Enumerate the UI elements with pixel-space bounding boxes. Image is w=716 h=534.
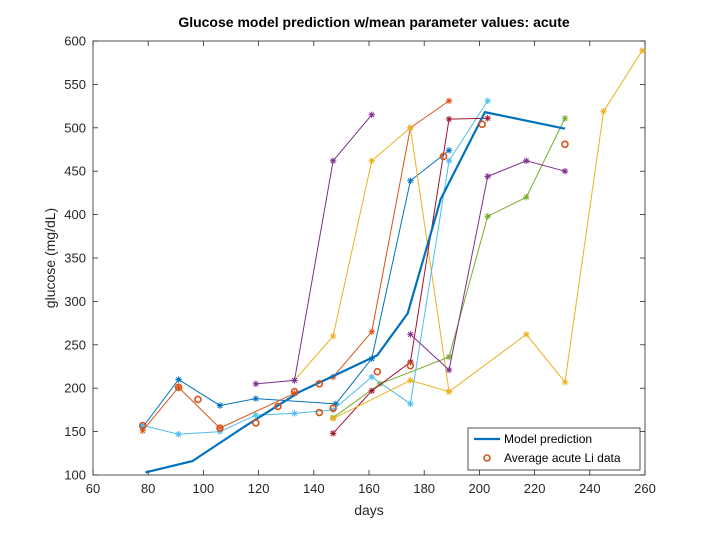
average-data-point (478, 120, 486, 129)
axes-box (92, 40, 646, 476)
individual-data-point (445, 366, 453, 374)
individual-data-point (216, 402, 224, 409)
individual-data-point (445, 353, 453, 361)
individual-data-point (291, 410, 298, 417)
individual-data-point (329, 430, 337, 437)
legend-average-label: Average acute Li data (504, 451, 621, 465)
x-tick-label: 240 (579, 481, 601, 496)
individual-data-point (291, 377, 298, 384)
individual-data-point (407, 177, 414, 184)
individual-data-point (484, 213, 491, 220)
average-data-point (274, 402, 282, 411)
average-data-point (194, 395, 202, 404)
individual-data-point (368, 111, 375, 118)
plot-area: 60 80 100 120 140 160 180 200 220 240 260 100 150 200… (64, 34, 656, 497)
individual-data-point (139, 422, 146, 429)
individual-series-line (142, 100, 489, 435)
individual-data-point (175, 384, 182, 391)
average-data-point (216, 424, 224, 432)
individual-data-point (445, 115, 453, 123)
average-data-point (315, 380, 324, 388)
individual-data-point (561, 378, 569, 386)
individual-data-point (368, 328, 375, 335)
x-tick-label: 260 (634, 481, 656, 496)
y-tick-label: 600 (64, 34, 86, 49)
individual-data-point (329, 157, 337, 164)
individual-data-point (175, 376, 182, 383)
average-data-point (252, 419, 260, 427)
individual-data-point (523, 331, 530, 338)
individual-data-point (368, 387, 375, 395)
y-tick-label: 400 (64, 207, 86, 222)
individual-data-point (407, 377, 414, 384)
individual-data-point (445, 97, 453, 105)
average-data-point (174, 383, 183, 392)
individual-data-point (252, 380, 260, 388)
legend: Model prediction Average acute Li data (467, 427, 641, 471)
individual-data-point (175, 431, 182, 438)
x-tick-label: 200 (469, 481, 491, 496)
y-tick-label: 200 (64, 381, 86, 396)
individual-data-point (445, 157, 453, 164)
average-data-point (329, 404, 337, 412)
average-data-point (290, 387, 299, 396)
x-axis-label: days (354, 502, 384, 518)
average-data-point (439, 152, 448, 161)
average-data-point (138, 421, 147, 430)
legend-average-swatch (483, 454, 491, 462)
y-tick-label: 350 (64, 251, 86, 266)
individual-data-point (561, 168, 569, 175)
x-tick-label: 80 (141, 481, 155, 496)
x-tick-label: 160 (358, 481, 380, 496)
x-tick-label: 180 (413, 481, 435, 496)
individual-data-point (252, 411, 260, 419)
y-tick-label: 100 (64, 468, 86, 483)
x-tick-label: 220 (524, 481, 546, 496)
individual-data-point (252, 395, 260, 402)
individual-data-point (368, 157, 375, 164)
individual-data-point (329, 415, 337, 422)
y-axis-label: glucose (mg/dL) (42, 208, 58, 308)
individual-data-point (523, 194, 530, 201)
individual-data-point (445, 147, 453, 154)
legend-box (467, 427, 641, 471)
x-tick-label: 100 (193, 481, 215, 496)
y-tick-label: 300 (64, 294, 86, 309)
y-tick-label: 250 (64, 337, 86, 352)
x-tick-label: 140 (303, 481, 325, 496)
average-data-point (561, 140, 569, 149)
individual-data-point (329, 332, 337, 340)
x-tick-label: 60 (86, 481, 100, 496)
x-tick-label: 120 (248, 481, 270, 496)
individual-data-point (484, 173, 491, 180)
individual-data-point (407, 400, 414, 408)
individual-data-point (600, 108, 607, 115)
individual-data-point (445, 388, 453, 395)
y-tick-label: 450 (64, 164, 86, 179)
individual-data-point (561, 115, 569, 122)
individual-series-line (255, 114, 373, 385)
individual-data-point (368, 373, 375, 381)
average-data-point (373, 367, 382, 376)
chart-title: Glucose model prediction w/mean paramete… (178, 14, 570, 30)
average-data-point (406, 361, 415, 370)
individual-series-line (142, 149, 450, 428)
individual-data-point (639, 47, 646, 54)
individual-data-point (484, 97, 491, 105)
y-tick-label: 500 (64, 120, 86, 135)
y-tick-label: 550 (64, 77, 86, 92)
individual-data-point (407, 331, 414, 338)
model-prediction-line (145, 110, 566, 474)
average-data-point (315, 408, 324, 417)
individual-data-point (484, 115, 491, 122)
legend-model-label: Model prediction (504, 432, 592, 446)
y-tick-label: 150 (64, 424, 86, 439)
individual-data-point (407, 124, 414, 131)
individual-data-point (523, 157, 530, 164)
